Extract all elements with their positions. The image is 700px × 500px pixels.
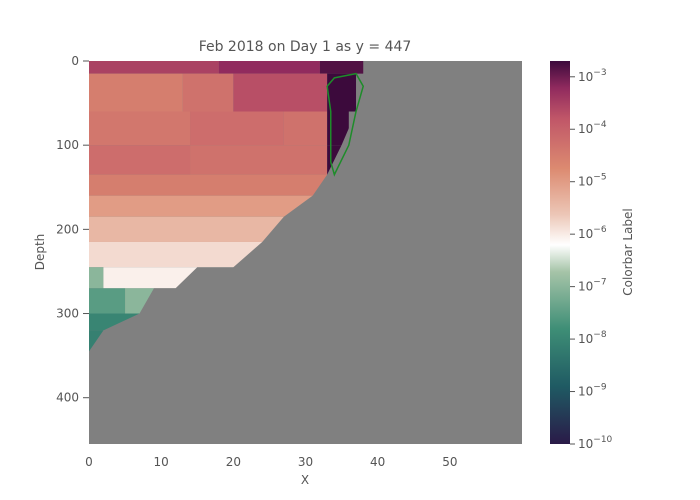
heatmap-cell [233, 73, 328, 112]
heatmap-cell [218, 61, 320, 74]
colorbar-tick-label: 10−7 [578, 278, 607, 294]
colorbar-tick-label: 10−9 [578, 383, 607, 399]
x-tick-label: 0 [85, 455, 93, 469]
colorbar-gradient [550, 61, 570, 444]
colorbar-tick-label: 10−10 [578, 435, 613, 451]
y-tick-label: 0 [71, 54, 79, 68]
heatmap-cell [89, 241, 263, 268]
x-tick-label: 30 [298, 455, 313, 469]
y-tick-label: 100 [56, 138, 79, 152]
x-tick-label: 20 [226, 455, 241, 469]
chart-title: Feb 2018 on Day 1 as y = 447 [199, 39, 412, 55]
heatmap-cell [319, 61, 364, 74]
contour-line [326, 72, 365, 177]
heatmap-cell [89, 73, 183, 112]
colorbar-tick-label: 10−8 [578, 330, 607, 346]
heatmap-cell [89, 195, 313, 217]
x-tick-label: 10 [154, 455, 169, 469]
colorbar-tick-label: 10−6 [578, 225, 607, 241]
seafloor-mask [89, 61, 522, 444]
x-tick-label: 50 [442, 455, 457, 469]
colorbar-tick-label: 10−4 [578, 120, 607, 136]
plot-area [89, 61, 522, 444]
colorbar-tick-label: 10−5 [578, 173, 607, 189]
heatmap-cell [89, 174, 328, 196]
heatmap-cell [283, 111, 328, 146]
x-tick-label: 40 [370, 455, 385, 469]
x-axis: 0 10 20 30 40 50 [85, 455, 457, 469]
heatmap-cell [89, 216, 284, 242]
colorbar: 10−3 10−4 10−5 10−6 10−7 10−8 10−9 10−10 Colorb… [550, 61, 635, 451]
y-tick-label: 400 [56, 391, 79, 405]
y-tick-label: 200 [56, 222, 79, 236]
colorbar-tick-label: 10−3 [578, 68, 607, 84]
y-axis: 0 100 200 300 400 [56, 54, 89, 405]
heatmap-cell [190, 111, 284, 146]
heatmap-cell [89, 288, 126, 314]
heatmap-cell [89, 111, 191, 146]
heatmap-cell [89, 145, 191, 175]
y-axis-title: Depth [33, 234, 47, 271]
heatmap-cell [89, 61, 219, 74]
heatmap-cell [182, 73, 234, 112]
heatmap-cell [89, 267, 104, 289]
heatmap-cell [190, 145, 328, 175]
y-tick-label: 300 [56, 307, 79, 321]
colorbar-label: Colorbar Label [621, 208, 635, 295]
heatmap-cell [327, 111, 349, 146]
x-axis-title: X [301, 473, 309, 487]
heatmap-cell [327, 73, 357, 112]
